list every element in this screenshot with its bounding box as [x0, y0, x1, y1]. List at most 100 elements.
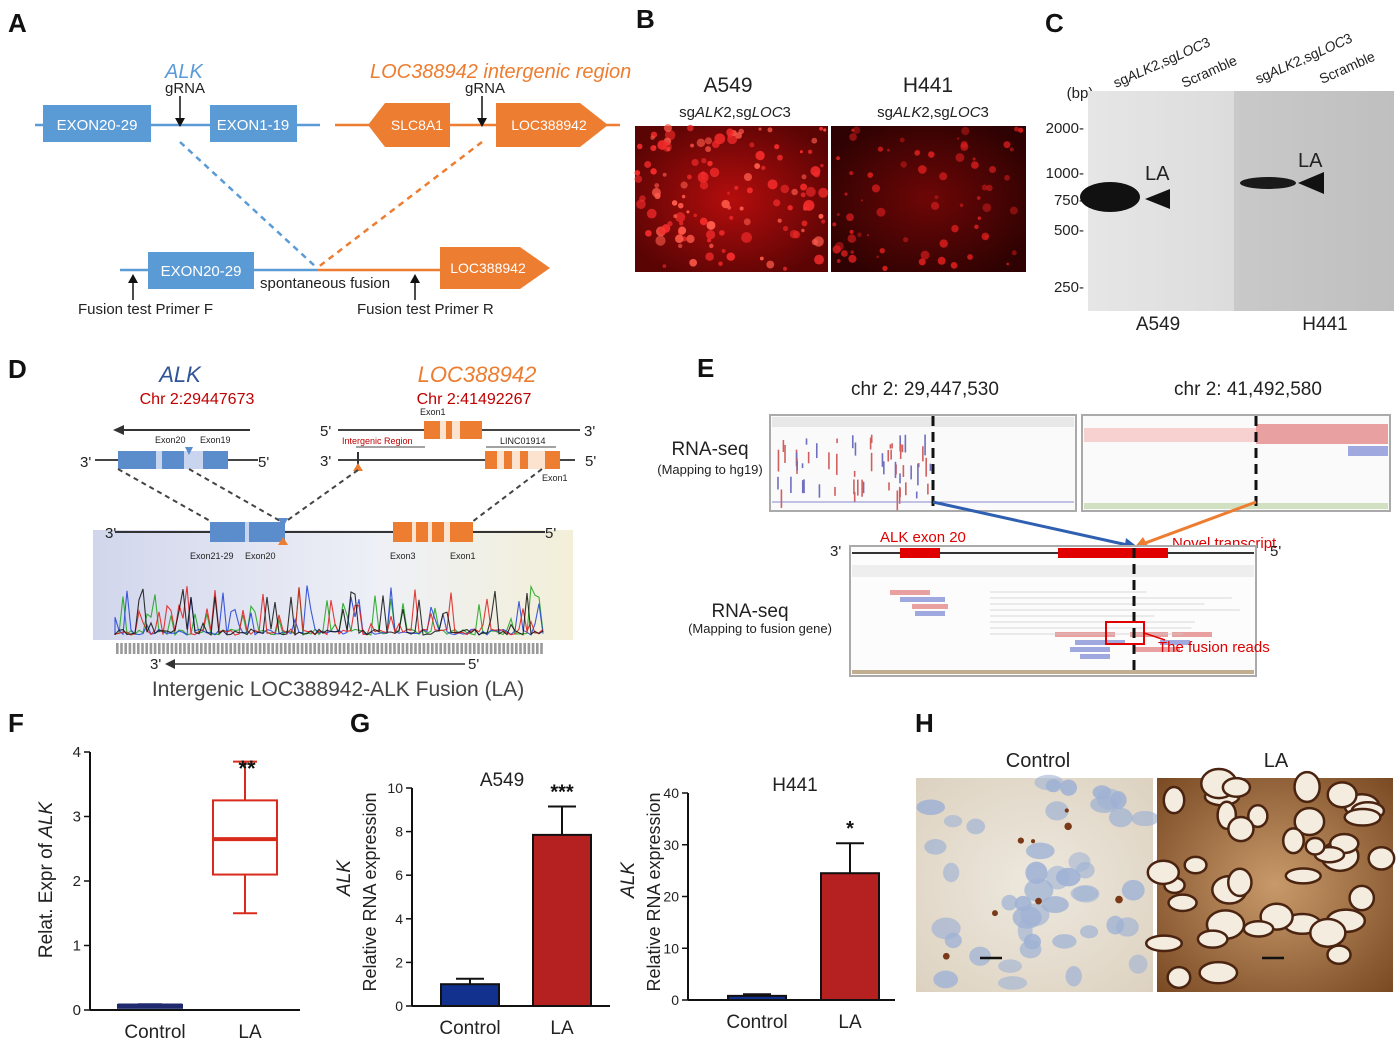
alk-exon-block1 — [118, 451, 156, 469]
fluorescent-cell — [823, 128, 827, 132]
b-col2-sub: sgALK2,sgLOC3 — [877, 104, 989, 121]
igv-read — [883, 461, 885, 475]
b-col1-sub: sgALK2,sgLOC3 — [679, 104, 791, 121]
igv-read — [899, 488, 901, 498]
ihc-cell — [1221, 776, 1252, 799]
igv-reads-right-red — [1256, 424, 1388, 444]
fluorescent-cell — [650, 135, 655, 140]
igv-read — [870, 452, 873, 472]
fluorescent-cell — [819, 126, 823, 131]
fused-strand-5p: 5' — [545, 525, 556, 542]
quality-bar — [309, 643, 312, 654]
fluorescent-cell — [651, 187, 661, 197]
fluorescent-cell — [951, 224, 959, 233]
e-rnaseq1-label: RNA-seq — [671, 439, 748, 460]
loc-breakpoint-marker — [353, 463, 363, 471]
ihc-nucleus — [1052, 934, 1077, 949]
fluorescence-image-h441 — [831, 126, 1026, 272]
igv-read — [894, 461, 897, 478]
fluorescent-cell — [787, 205, 793, 211]
quality-bar — [288, 643, 291, 654]
quality-bar — [351, 643, 354, 654]
fluorescent-cell — [696, 138, 706, 148]
d-exon1-right-label: Exon1 — [542, 473, 568, 483]
fusion-coverage-track — [852, 565, 1254, 577]
panel-e: E chr 2: 29,447,530 chr 2: 41,492,580 RN… — [657, 353, 1391, 677]
fluorescent-cell — [758, 127, 762, 131]
igv-read — [899, 435, 901, 452]
igv-read — [917, 463, 920, 468]
fluorescent-cell — [801, 228, 805, 233]
ihc-nucleus — [1080, 925, 1099, 939]
fluorescent-cell — [939, 239, 948, 248]
y-tick-label: 1 — [73, 938, 81, 955]
igv-read — [836, 438, 838, 444]
quality-bar — [233, 643, 237, 654]
fluorescent-cell — [986, 184, 993, 192]
panel-a-letter: A — [8, 8, 27, 38]
quality-bar — [405, 643, 409, 654]
quality-bar — [204, 643, 207, 654]
fluorescent-cell — [982, 203, 992, 212]
fluorescent-cell — [961, 126, 970, 136]
quality-bar — [162, 643, 165, 654]
fluorescent-cell — [821, 219, 826, 224]
ihc-nucleus — [1106, 915, 1125, 935]
ihc-nucleus — [1092, 785, 1112, 800]
quality-bar — [338, 643, 342, 654]
igv-read — [902, 465, 905, 477]
exon20-29-label: EXON20-29 — [57, 117, 138, 134]
exon1-19-box — [210, 105, 297, 142]
ihc-nucleus — [1041, 896, 1069, 914]
ihc-cell — [1198, 960, 1239, 985]
igv-read — [801, 463, 804, 469]
fused-alk-gap — [245, 522, 249, 542]
quality-bar — [439, 643, 442, 654]
quality-bar — [174, 643, 178, 654]
fluorescent-cell — [849, 171, 854, 176]
barchart-h441: 0 10 20 30 40 Control LA H441 * — [663, 775, 895, 1033]
igv-read — [887, 450, 890, 462]
g-ylabel-gene-left: ALK — [334, 859, 355, 897]
fluorescent-cell — [706, 220, 716, 230]
fluorescent-cell — [1018, 127, 1024, 133]
quality-bar — [183, 643, 186, 654]
quality-bar — [200, 643, 203, 654]
fluorescent-cell — [693, 213, 697, 218]
igv-fusion-read — [915, 611, 945, 616]
quality-bar — [410, 643, 413, 654]
igv-read — [857, 479, 859, 496]
g-ylabel-gene-right: ALK — [618, 861, 639, 899]
ihc-cell — [1162, 785, 1186, 815]
ladder-1000: 1000- — [1046, 165, 1084, 182]
panel-g-letter: G — [350, 708, 370, 738]
fused-exon-label: EXON20-29 — [161, 263, 242, 280]
igv-read — [815, 443, 818, 459]
quality-bar — [435, 643, 438, 654]
fluorescent-cell — [805, 186, 816, 197]
ihc-nucleus — [969, 946, 991, 966]
fluorescent-cell — [646, 208, 657, 219]
exon1-19-label: EXON1-19 — [217, 117, 290, 134]
quality-bar — [229, 643, 232, 654]
igv-fusion-read — [1135, 647, 1180, 652]
d-dash-2 — [188, 468, 283, 523]
quality-bar — [389, 643, 392, 654]
fluorescent-cell — [789, 229, 799, 239]
fluorescent-cell — [960, 140, 968, 149]
fluorescent-cell — [861, 199, 864, 202]
fluorescent-cell — [645, 229, 652, 237]
fluorescent-cell — [832, 245, 841, 254]
quality-bar — [317, 643, 321, 654]
quality-bar — [473, 643, 476, 654]
quality-bar — [384, 643, 388, 654]
quality-bar — [510, 643, 514, 654]
fluorescent-cell — [681, 194, 686, 199]
d-exon3-label: Exon3 — [390, 551, 416, 561]
fused-loc-gap-1 — [412, 522, 416, 542]
quality-bar — [195, 643, 199, 654]
igv-read — [870, 434, 873, 443]
quality-bar — [527, 643, 531, 654]
ihc-cell — [1183, 855, 1208, 875]
quality-bar — [292, 643, 295, 654]
